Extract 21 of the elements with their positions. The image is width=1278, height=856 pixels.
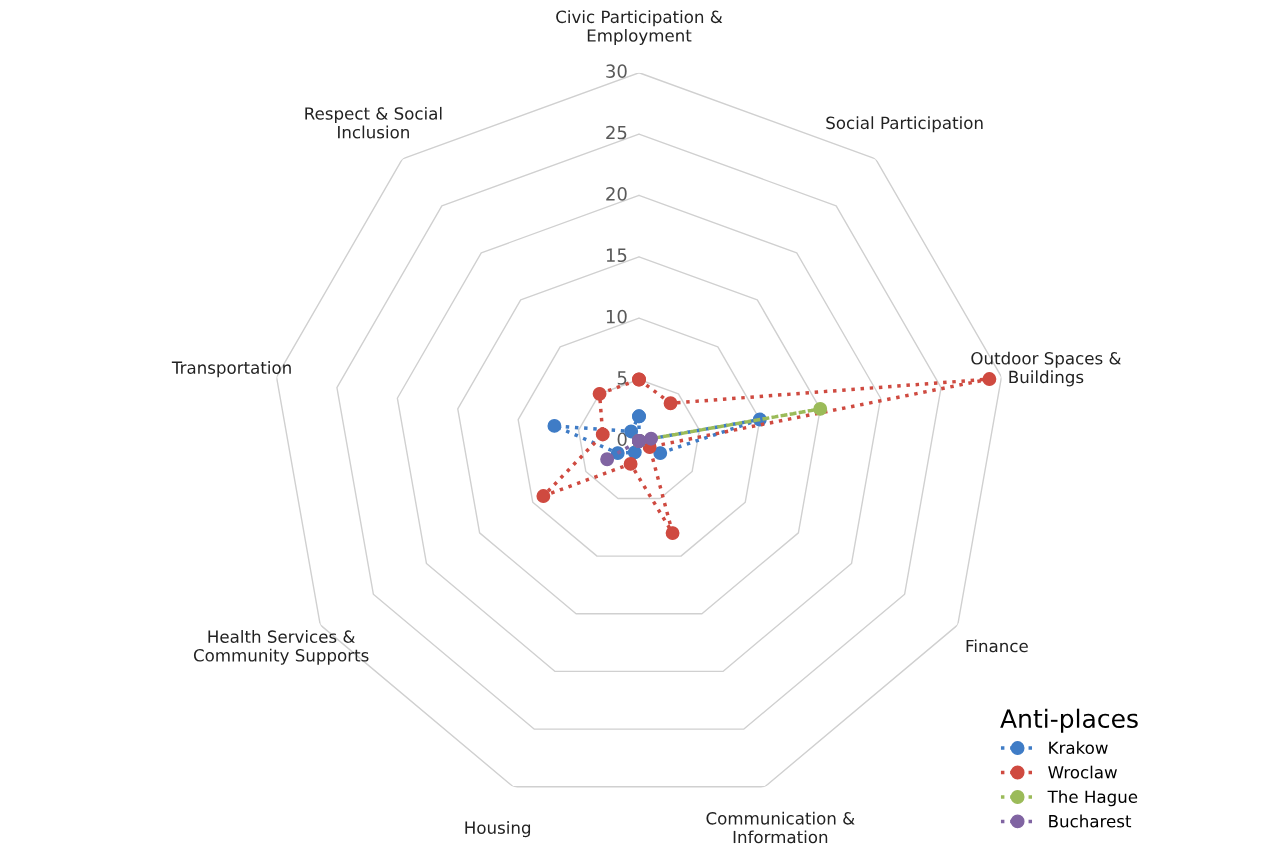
y-tick-label: 25 (606, 125, 627, 140)
y-tick-label: 10 (606, 309, 627, 324)
spoke-label: Civic Participation & Employment (556, 10, 723, 46)
y-tick-label: 20 (606, 187, 627, 201)
legend-label: The Hague (1047, 790, 1138, 807)
spoke-label: Health Services & Community Supports (193, 630, 369, 665)
spoke-label: Social Participation (826, 116, 983, 133)
spoke-label: Communication & Information (706, 811, 855, 844)
legend-label: Bucharest (1049, 814, 1132, 828)
legend-label: Wroclaw (1048, 765, 1117, 779)
y-tick-label: 0 (617, 432, 627, 447)
spoke-label: Respect & Social Inclusion (305, 106, 442, 139)
legend-label: Krakow (1049, 741, 1108, 755)
spoke-label: Transportation (171, 361, 291, 378)
y-tick-label: 30 (606, 64, 627, 78)
y-tick-label: 5 (617, 371, 627, 385)
spoke-label: Housing (465, 821, 531, 838)
spoke-label: Finance (966, 639, 1028, 653)
spoke-label: Outdoor Spaces & Buildings (971, 351, 1121, 387)
y-tick-label: 15 (606, 248, 627, 263)
legend-title: Anti-places (1000, 708, 1138, 733)
